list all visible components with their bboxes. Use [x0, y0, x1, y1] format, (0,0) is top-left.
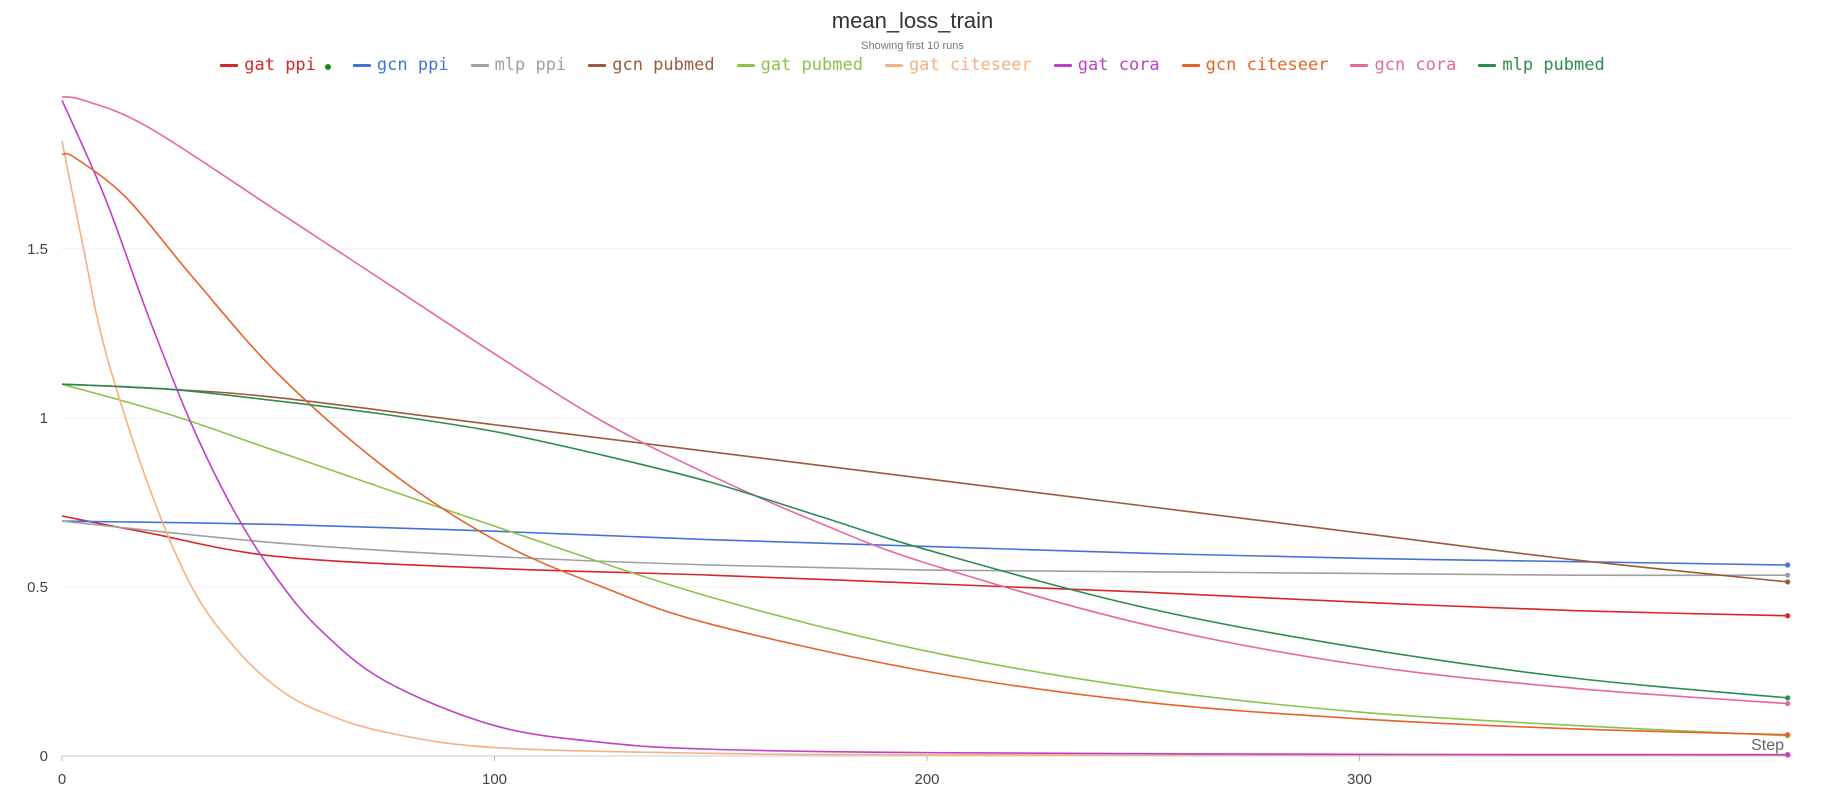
- legend-swatch: [588, 63, 607, 67]
- legend-item-gat-pubmed[interactable]: gat pubmed: [736, 55, 863, 75]
- series-end-point-gat-cora: [1785, 752, 1791, 758]
- series-line-gat-citeseer: [61, 140, 1788, 757]
- legend-item-gcn-ppi[interactable]: gcn ppi: [352, 55, 449, 75]
- legend-item-mlp-pubmed[interactable]: mlp pubmed: [1478, 55, 1605, 75]
- x-tick-label: 100: [482, 771, 507, 788]
- series-line-gat-ppi: [61, 515, 1788, 617]
- legend-swatch: [1350, 63, 1369, 67]
- series-line-mlp-ppi: [61, 520, 1788, 577]
- series-end-point-mlp-pubmed: [1785, 695, 1791, 701]
- chart-title: mean_loss_train: [831, 8, 994, 33]
- series-end-point-gcn-citeseer: [1785, 732, 1791, 738]
- legend-label: gat ppi: [244, 55, 316, 75]
- series-line-gcn-ppi: [61, 520, 1788, 566]
- series-end-point-gcn-cora: [1785, 701, 1791, 707]
- series-line-gcn-cora: [61, 96, 1788, 705]
- legend-item-gcn-citeseer[interactable]: gcn citeseer: [1181, 55, 1329, 75]
- legend-label: gcn citeseer: [1205, 55, 1329, 75]
- legend-item-gat-ppi[interactable]: gat ppi: [220, 55, 331, 75]
- chart-subtitle: Showing first 10 runs: [861, 40, 964, 52]
- x-tick-label: 300: [1347, 771, 1372, 788]
- legend: gat ppi gcn ppi mlp ppi gcn pubmed gat pubme…: [0, 55, 1825, 75]
- legend-item-gcn-cora[interactable]: gcn cora: [1350, 55, 1456, 75]
- legend-swatch: [736, 63, 755, 67]
- legend-swatch: [352, 63, 371, 67]
- legend-swatch: [1478, 63, 1497, 67]
- series-end-point-mlp-ppi: [1785, 572, 1791, 578]
- legend-label: mlp ppi: [494, 55, 567, 75]
- legend-swatch: [1053, 63, 1072, 67]
- series-end-point-gcn-pubmed: [1785, 579, 1791, 585]
- series-end-point-gcn-ppi: [1785, 562, 1791, 568]
- y-tick-label: 0: [40, 748, 48, 765]
- x-tick-label: 0: [58, 771, 66, 788]
- series-line-gcn-pubmed: [61, 383, 1788, 583]
- legend-item-gat-citeseer[interactable]: gat citeseer: [884, 55, 1032, 75]
- y-tick-label: 1: [40, 410, 48, 427]
- series-line-gat-cora: [61, 99, 1788, 756]
- legend-label: mlp pubmed: [1502, 55, 1605, 75]
- legend-swatch: [1181, 63, 1200, 67]
- legend-label: gcn pubmed: [612, 55, 715, 75]
- series-end-point-gat-ppi: [1785, 613, 1791, 619]
- legend-item-gat-cora[interactable]: gat cora: [1053, 55, 1160, 75]
- legend-label: gcn cora: [1374, 55, 1457, 75]
- legend-swatch: [220, 63, 239, 67]
- y-tick-label: 1.5: [27, 241, 48, 258]
- legend-item-gcn-pubmed[interactable]: gcn pubmed: [588, 55, 715, 75]
- legend-label: gat cora: [1077, 55, 1160, 75]
- x-tick-label: 200: [914, 771, 939, 788]
- x-axis-label: Step: [1751, 737, 1784, 754]
- series-line-gcn-citeseer: [61, 152, 1788, 736]
- legend-label: gat citeseer: [908, 55, 1032, 75]
- highlight-dot-icon: [324, 64, 331, 70]
- legend-label: gat pubmed: [760, 55, 863, 75]
- legend-item-mlp-ppi[interactable]: mlp ppi: [470, 55, 567, 75]
- series-line-gat-pubmed: [61, 383, 1788, 737]
- legend-label: gcn ppi: [376, 55, 449, 75]
- legend-swatch: [884, 63, 903, 67]
- legend-swatch: [470, 63, 489, 67]
- y-tick-label: 0.5: [27, 579, 48, 596]
- series-line-mlp-pubmed: [61, 383, 1788, 699]
